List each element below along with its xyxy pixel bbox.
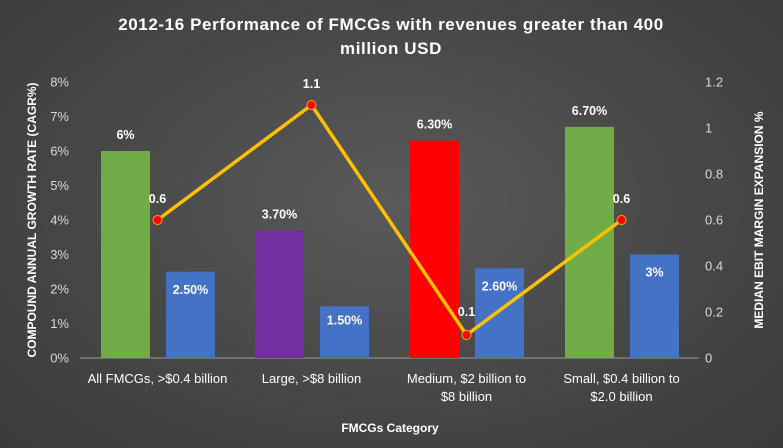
y-axis-title: COMPOUND ANNUAL GROWTH RATE (CAGR%) <box>25 82 39 357</box>
y-tick-label: 0% <box>50 351 69 366</box>
category-label: Large, >$8 billion <box>262 371 361 386</box>
category-label: Small, $0.4 billion to <box>563 371 679 386</box>
y2-tick-label: 0.8 <box>705 167 723 182</box>
y2-tick-label: 0.2 <box>705 305 723 320</box>
bar-data-label: 6.70% <box>572 104 607 118</box>
bar-data-label: 3% <box>645 266 663 280</box>
y-tick-label: 3% <box>50 247 69 262</box>
bar-data-label: 2.60% <box>482 279 517 293</box>
line-data-label: 0.6 <box>613 192 630 206</box>
y-tick-label: 2% <box>50 282 69 297</box>
y2-tick-label: 0 <box>705 351 712 366</box>
bar <box>410 140 459 358</box>
y-tick-label: 7% <box>50 109 69 124</box>
y-tick-label: 1% <box>50 316 69 331</box>
line-point <box>306 100 317 110</box>
y2-tick-label: 0.6 <box>705 213 723 228</box>
bar <box>475 268 524 358</box>
line-point <box>152 215 163 225</box>
bar-data-label: 6.30% <box>417 118 452 132</box>
bar-data-label: 1.50% <box>327 313 362 327</box>
chart-title-line: million USD <box>340 39 442 58</box>
bar-data-label: 6% <box>116 128 134 142</box>
category-label: $8 billion <box>441 389 492 404</box>
bar-data-label: 3.70% <box>262 207 297 221</box>
y2-tick-label: 0.4 <box>705 259 723 274</box>
category-label: $2.0 billion <box>590 389 652 404</box>
category-label: Medium, $2 billion to <box>407 371 526 386</box>
category-label: All FMCGs, >$0.4 billion <box>88 371 228 386</box>
y2-tick-label: 1.2 <box>705 75 723 90</box>
bar <box>630 254 679 358</box>
y2-axis-title: MEDIAN EBIT MARGIN EXPANSION % <box>752 111 766 328</box>
bar <box>101 151 150 358</box>
bar-data-label: 2.50% <box>173 283 208 297</box>
y-tick-label: 4% <box>50 213 69 228</box>
y2-tick-label: 1 <box>705 121 712 136</box>
y-tick-label: 8% <box>50 75 69 90</box>
line-point <box>461 330 472 340</box>
line-point <box>616 215 627 225</box>
x-axis-title: FMCGs Category <box>341 421 439 435</box>
y-tick-label: 6% <box>50 144 69 159</box>
y-tick-label: 5% <box>50 178 69 193</box>
line-series <box>155 103 624 337</box>
chart-title-line: 2012-16 Performance of FMCGs with revenu… <box>118 15 664 34</box>
bar <box>255 230 304 358</box>
bar <box>320 306 369 358</box>
bar <box>166 271 215 358</box>
line-data-label: 1.1 <box>303 77 320 91</box>
line-data-label: 0.1 <box>458 305 475 319</box>
line-data-label: 0.6 <box>149 192 166 206</box>
